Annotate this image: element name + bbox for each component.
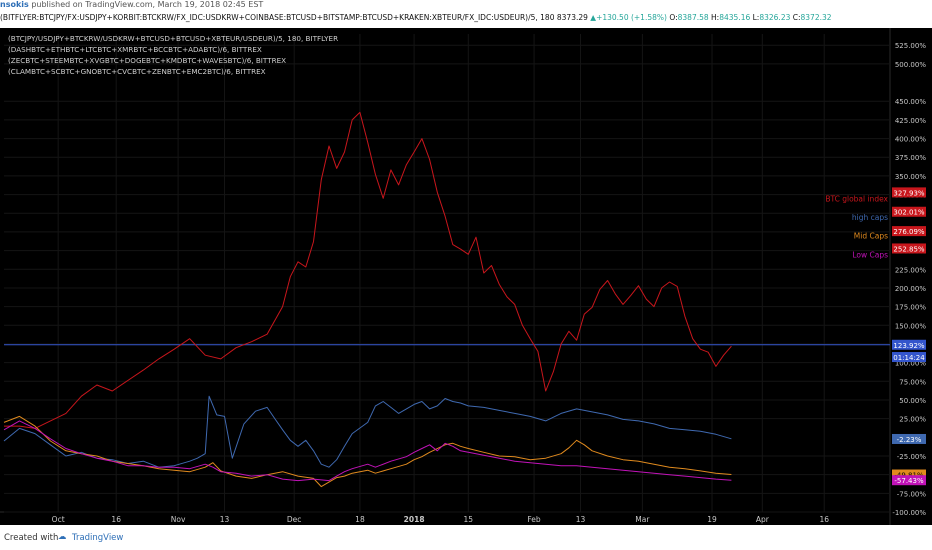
price-tick-label: 200.00% — [895, 285, 926, 293]
high-value: 8435.16 — [719, 13, 751, 22]
time-tick-label: 13 — [220, 515, 230, 524]
price-tick-label: 350.00% — [895, 173, 926, 181]
time-tick-label: Feb — [527, 515, 541, 524]
symbol-info-bar: (BITFLYER:BTCJPY/FX:USDJPY+KORBIT:BTCKRW… — [0, 13, 932, 27]
price-badge-text: -2.23% — [897, 436, 922, 444]
legend-label: Low Caps — [852, 250, 888, 259]
chart-background — [0, 28, 932, 525]
time-tick-label: 15 — [464, 515, 474, 524]
tradingview-brand[interactable]: TradingView — [72, 533, 124, 543]
time-tick-label: Apr — [756, 515, 770, 524]
price-badge-text: 327.93% — [893, 189, 924, 197]
price-badge-bg — [892, 475, 926, 486]
price-tick-label: -75.00% — [897, 490, 927, 498]
price-tick-label: 100.00% — [895, 360, 926, 368]
last-price: 8373.29 — [556, 13, 588, 22]
price-tick-label: 150.00% — [895, 322, 926, 330]
publish-text: published on TradingView.com, March 19, … — [31, 0, 264, 9]
time-tick-label: 2018 — [404, 515, 425, 524]
price-badges: 327.93% 302.01% 276.09% 252.85% 123.92% 01:14… — [892, 187, 926, 486]
series-legend: BTC global index high caps Mid Caps Low Cap… — [825, 194, 888, 259]
time-tick-label: 18 — [355, 515, 365, 524]
price-badge-bg — [892, 187, 926, 198]
price-badge-bg — [892, 206, 926, 217]
series-header-1[interactable]: (DASHBTC+ETHBTC+LTCBTC+XMRBTC+BCCBTC+ADA… — [8, 45, 262, 54]
author-name[interactable]: nsokis — [0, 0, 29, 9]
price-badge-bg — [892, 469, 926, 480]
time-axis[interactable]: Oct 16 Nov 13 Dec 18 2018 15 Feb 13 Mar 19 Apr 16 — [52, 515, 830, 524]
series-header-0[interactable]: (BTCJPY/USDJPY+BTCKRW/USDKRW+BTCUSD+BTCU… — [8, 34, 338, 43]
up-arrow-icon: ▲ — [590, 13, 597, 22]
price-tick-label: 225.00% — [895, 266, 926, 274]
series-line-btc-global-index — [4, 111, 732, 429]
price-tick-label: 500.00% — [895, 61, 926, 69]
chart-area[interactable]: -100.00%-75.00%-50.00%-25.00%25.00%50.00… — [0, 28, 932, 525]
footer-bar: Created with ☁ TradingView — [0, 527, 932, 550]
price-badge-bg — [892, 352, 926, 363]
price-tick-label: 175.00% — [895, 304, 926, 312]
legend-label: high caps — [852, 213, 888, 222]
price-tick-label: 25.00% — [899, 416, 926, 424]
price-badge-text: 01:14:24 — [893, 354, 925, 362]
price-badge-text: 276.09% — [893, 228, 924, 236]
series-header-2[interactable]: (ZECBTC+STEEMBTC+XVGBTC+DOGEBTC+KMDBTC+W… — [8, 56, 286, 65]
grid-lines — [4, 34, 890, 513]
price-badge-bg — [892, 243, 926, 254]
price-change: +130.50 (+1.58%) — [596, 13, 667, 22]
legend-label: Mid Caps — [854, 232, 888, 241]
time-tick-label: 16 — [111, 515, 121, 524]
series-lines — [3, 111, 732, 488]
time-tick-label: Mar — [635, 515, 650, 524]
price-badge-bg — [892, 433, 926, 444]
series-headers: (BTCJPY/USDJPY+BTCKRW/USDKRW+BTCUSD+BTCU… — [8, 34, 338, 76]
price-tick-label: 50.00% — [899, 397, 926, 405]
price-badge-text: 302.01% — [893, 209, 924, 217]
close-label: C: — [792, 13, 801, 22]
price-tick-label: -100.00% — [892, 509, 926, 517]
publish-info-bar: nsokis published on TradingView.com, Mar… — [0, 0, 932, 12]
price-badge-bg — [892, 339, 926, 350]
series-line-high-caps — [3, 395, 732, 468]
price-badge-text: -57.43% — [894, 477, 924, 485]
price-tick-label: 400.00% — [895, 136, 926, 144]
time-tick-label: 16 — [819, 515, 829, 524]
time-tick-label: 19 — [707, 515, 717, 524]
symbol-name[interactable]: (BITFLYER:BTCJPY/FX:USDJPY+KORBIT:BTCKRW… — [0, 13, 555, 22]
open-label: O: — [669, 13, 678, 22]
price-badge-bg — [892, 226, 926, 237]
price-tick-label: 425.00% — [895, 117, 926, 125]
low-label: L: — [752, 13, 760, 22]
price-badge-text: 252.85% — [893, 245, 924, 253]
tradingview-cloud-icon: ☁ — [58, 532, 67, 542]
low-value: 8326.23 — [759, 13, 791, 22]
time-tick-label: 13 — [576, 515, 586, 524]
open-value: 8387.58 — [677, 13, 709, 22]
price-tick-label: 375.00% — [895, 154, 926, 162]
series-line-low-caps — [3, 420, 732, 482]
close-value: 8372.32 — [800, 13, 832, 22]
created-with-text: Created with — [4, 533, 59, 543]
price-tick-label: 525.00% — [895, 42, 926, 50]
price-tick-label: 450.00% — [895, 98, 926, 106]
legend-label: BTC global index — [825, 194, 888, 203]
time-tick-label: Dec — [287, 515, 302, 524]
price-tick-label: 75.00% — [899, 378, 926, 386]
price-badge-text: 123.92% — [893, 342, 924, 350]
time-tick-label: Nov — [171, 515, 186, 524]
time-tick-label: Oct — [52, 515, 65, 524]
high-label: H: — [711, 13, 720, 22]
price-tick-label: -25.00% — [897, 453, 927, 461]
series-header-3[interactable]: (CLAMBTC+SCBTC+GNOBTC+CVCBTC+ZENBTC+EMC2… — [8, 67, 266, 76]
